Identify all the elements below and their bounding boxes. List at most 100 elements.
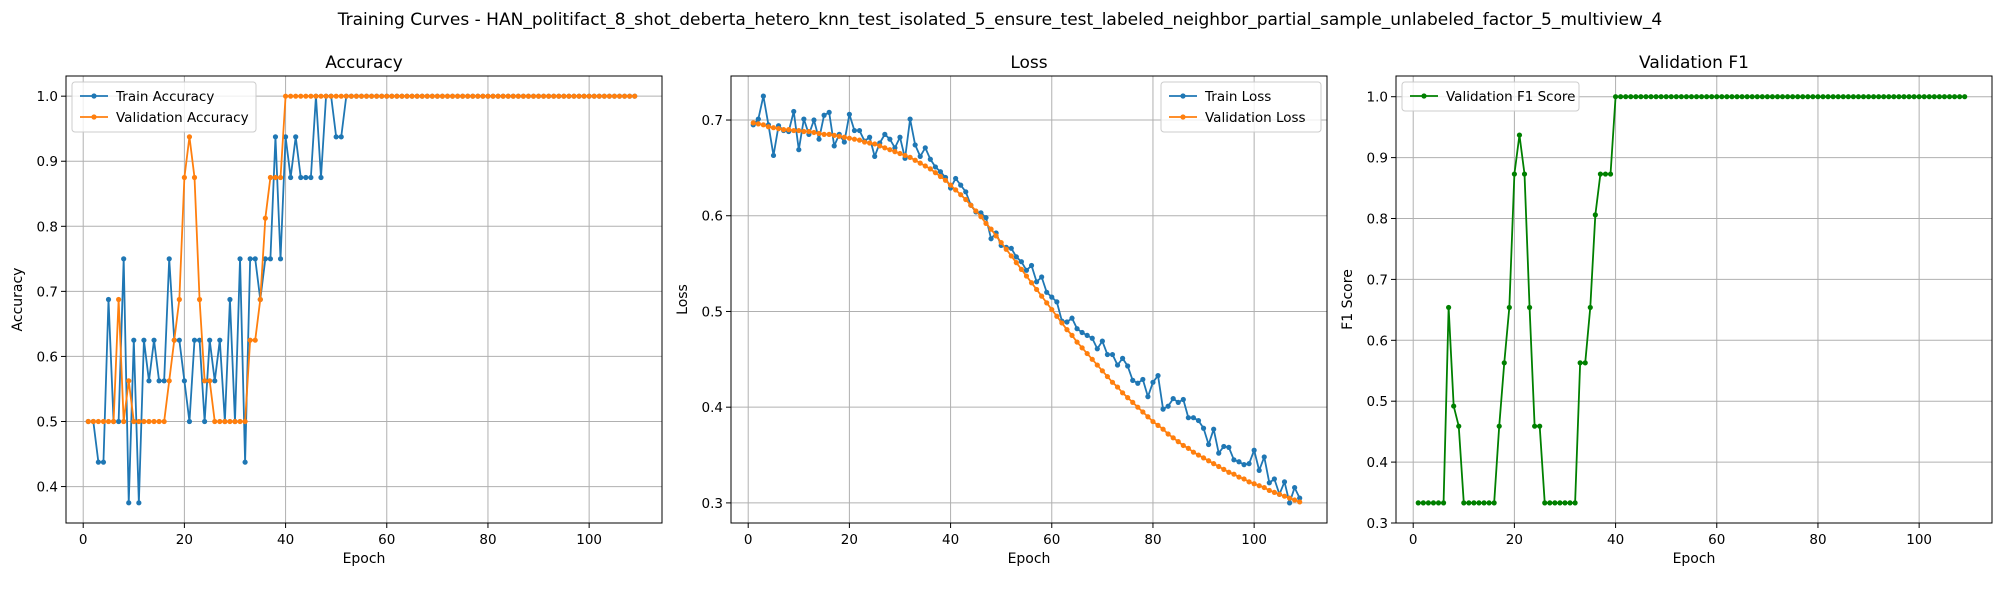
chart2-series-validation-loss-point bbox=[1195, 452, 1202, 458]
chart2-series-train-loss-point bbox=[1008, 245, 1014, 251]
chart3-series-validation-f1-score-point bbox=[1663, 94, 1669, 100]
chart3-panel: 0 20 40 60 80 100 0.3 0.4 0.5 0.6 0.7 0.8 0.9 1.0 Vali… bbox=[1340, 53, 1993, 567]
chart2-legend-train-loss-label: Train Loss bbox=[1204, 89, 1271, 105]
chart1-series-train-accuracy-point bbox=[191, 337, 198, 343]
chart3-series-validation-f1-score-point bbox=[1754, 94, 1760, 100]
chart3-series-validation-f1-score-point bbox=[1440, 500, 1447, 506]
chart1-series-validation-accuracy-point bbox=[262, 215, 268, 221]
chart2-series-train-loss-point bbox=[816, 136, 822, 142]
chart1-series-train-accuracy-point bbox=[131, 337, 137, 343]
chart1-series-train-accuracy-point bbox=[136, 500, 142, 506]
chart2-series-validation-loss-point bbox=[867, 140, 873, 146]
chart2-series-validation-loss-point bbox=[770, 125, 777, 131]
chart3-ytick-label: 0.8 bbox=[1367, 212, 1388, 228]
chart3-series-validation-f1-score-point bbox=[1597, 171, 1603, 177]
chart3-series-validation-f1-score-point bbox=[1779, 94, 1786, 100]
chart2-series-train-loss-point bbox=[1069, 315, 1075, 321]
chart1-series-train-accuracy-point bbox=[126, 500, 132, 506]
chart2-series-validation-loss-point bbox=[760, 122, 766, 128]
chart3-series-validation-f1-score-point bbox=[1435, 500, 1442, 506]
chart1-series-validation-accuracy-point bbox=[232, 418, 238, 425]
chart2-series-train-loss-point bbox=[1160, 406, 1166, 412]
chart2-series-validation-loss-point bbox=[897, 150, 903, 157]
chart2-legend: Train Loss Validation Loss bbox=[1160, 81, 1322, 133]
chart2-series-train-loss-point bbox=[882, 131, 888, 137]
chart3-legend-validation-f1-score-label: Validation F1 Score bbox=[1446, 89, 1575, 105]
chart1-series-validation-accuracy-point bbox=[409, 93, 415, 99]
chart1-series-validation-accuracy-point bbox=[611, 93, 618, 99]
chart2-series-train-loss-point bbox=[1140, 376, 1146, 383]
chart1-series-train-accuracy-point bbox=[308, 174, 314, 181]
chart2-series-validation-loss-point bbox=[851, 136, 858, 142]
chart3-series-validation-f1-score-point bbox=[1683, 94, 1690, 100]
chart2-series-train-loss-point bbox=[1175, 399, 1181, 405]
chart3-series-validation-f1-score-point bbox=[1557, 500, 1563, 506]
chart2-series-validation-loss-point bbox=[907, 154, 913, 160]
chart2-series-train-loss-point bbox=[821, 112, 827, 118]
chart1-ytick-label: 0.7 bbox=[37, 284, 58, 300]
chart2-series-validation-loss-point bbox=[821, 131, 827, 137]
chart1-series-validation-accuracy-point bbox=[126, 378, 132, 384]
chart2-series-train-loss-point bbox=[867, 134, 873, 140]
chart3-ytick-label: 0.7 bbox=[1367, 272, 1388, 288]
chart2-series-train-loss-point bbox=[932, 164, 939, 170]
chart3-series-validation-f1-score-point bbox=[1461, 500, 1467, 506]
chart1-series-validation-accuracy-point bbox=[353, 93, 360, 99]
chart1-series-validation-accuracy-point bbox=[495, 93, 501, 99]
chart1-series-validation-accuracy-point bbox=[444, 93, 451, 99]
chart1-series-validation-accuracy-point bbox=[90, 418, 96, 425]
chart2-series-validation-loss-point bbox=[1114, 384, 1121, 390]
chart1-series-validation-accuracy-point bbox=[394, 93, 400, 99]
chart1-series-validation-accuracy-point bbox=[480, 93, 486, 99]
chart3-series-validation-f1-score-point bbox=[1476, 500, 1482, 506]
chart1-series-validation-accuracy-point bbox=[227, 418, 233, 425]
chart2-series-validation-loss-point bbox=[1023, 273, 1030, 279]
chart2-series-train-loss-point bbox=[1200, 425, 1207, 431]
chart1-series-validation-accuracy-point bbox=[277, 174, 284, 181]
chart2-series-train-loss-point bbox=[872, 153, 878, 159]
chart2-series-train-loss-point bbox=[1079, 329, 1085, 336]
chart2-series-train-loss-point bbox=[1145, 394, 1151, 400]
chart2-series-validation-loss-point bbox=[755, 121, 761, 127]
chart2-series-validation-loss-point bbox=[963, 196, 969, 203]
chart1-series-validation-accuracy-point bbox=[196, 296, 203, 303]
chart1-series-train-accuracy-point bbox=[217, 337, 223, 343]
chart3-series-validation-f1-score-point bbox=[1612, 94, 1619, 100]
chart2-series-validation-loss-point bbox=[831, 132, 837, 138]
chart2-series-train-loss-point bbox=[1165, 403, 1171, 409]
chart3-series-validation-f1-score-point bbox=[1607, 171, 1614, 177]
chart2-series-train-loss-point bbox=[892, 145, 898, 151]
chart2-series-validation-loss-point bbox=[1028, 280, 1035, 286]
chart3-series-validation-f1-score-point bbox=[1521, 171, 1528, 177]
chart1-series-validation-accuracy-point bbox=[561, 93, 567, 99]
chart2-series-validation-loss-point bbox=[882, 145, 888, 151]
chart3-series-validation-f1-score-point bbox=[1962, 94, 1968, 100]
chart3-series-validation-f1-score-point bbox=[1678, 94, 1684, 100]
chart1-series-validation-accuracy-point bbox=[404, 93, 410, 99]
chart2-series-train-loss-point bbox=[851, 127, 858, 134]
chart1-xtick-label: 40 bbox=[277, 532, 294, 548]
chart1-series-train-accuracy-point bbox=[252, 256, 258, 262]
chart3-series-validation-f1-score-point bbox=[1835, 94, 1841, 100]
chart2-series-validation-loss-point bbox=[806, 128, 812, 135]
chart2-series-validation-loss-point bbox=[927, 166, 933, 172]
chart3-series-validation-f1-score-point bbox=[1906, 94, 1912, 100]
chart3-series-validation-f1-score-point bbox=[1860, 94, 1867, 100]
chart3-series-validation-f1-score-point bbox=[1850, 94, 1856, 100]
chart2-series-train-loss-point bbox=[1221, 443, 1227, 450]
chart3-series-validation-f1-score-point bbox=[1749, 94, 1755, 100]
chart2-series-train-loss-point bbox=[1185, 415, 1191, 421]
chart1-series-validation-accuracy-point bbox=[591, 93, 597, 99]
chart1-series-train-accuracy-point bbox=[303, 174, 309, 181]
chart2-series-validation-loss-point bbox=[968, 202, 974, 208]
chart1-legend-validation-accuracy-marker bbox=[91, 114, 97, 120]
chart3-series-validation-f1-score-point bbox=[1506, 304, 1512, 311]
chart2-series-train-loss-point bbox=[958, 182, 964, 188]
chart3-series-validation-f1-score-point bbox=[1471, 500, 1477, 506]
chart1-series-validation-accuracy-point bbox=[434, 93, 440, 99]
chart1-series-validation-accuracy-point bbox=[272, 174, 279, 181]
chart1-series-validation-accuracy-point bbox=[384, 93, 390, 99]
chart2-series-validation-loss-point bbox=[1281, 493, 1288, 499]
chart1-series-train-accuracy-point bbox=[262, 256, 268, 262]
chart1-series-train-accuracy-point bbox=[141, 337, 147, 343]
